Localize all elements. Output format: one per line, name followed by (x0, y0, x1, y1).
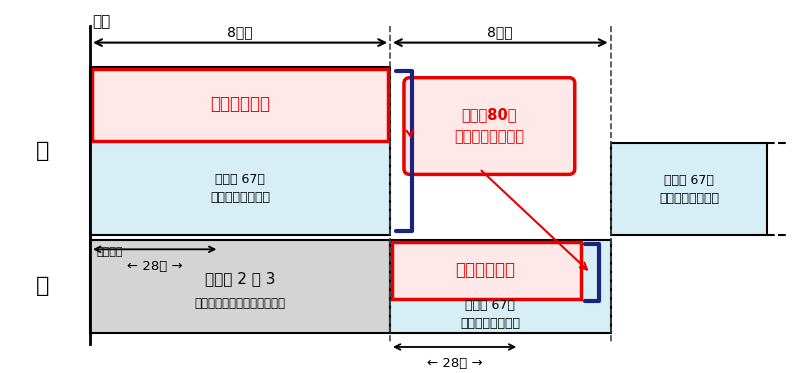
Bar (392, 242, 581, 299)
Text: 賃金の 67％
【育児休業給付】: 賃金の 67％ 【育児休業給付】 (659, 173, 719, 205)
Text: 賃金の 67％
【育児休業給付】: 賃金の 67％ 【育児休業給付】 (460, 299, 520, 330)
Text: ← 28日 →: ← 28日 → (127, 260, 182, 273)
Text: 賃金の 67％
【育児休業給付】: 賃金の 67％ 【育児休業給付】 (210, 173, 270, 204)
Text: ← 28日 →: ← 28日 → (427, 357, 482, 370)
Text: 父: 父 (36, 141, 49, 161)
Text: 母: 母 (36, 276, 49, 296)
Bar (90, 240, 390, 333)
Bar (92, 69, 388, 141)
Bar (610, 143, 767, 235)
Text: 産後休業: 産後休業 (96, 247, 122, 257)
Bar (90, 67, 390, 235)
Text: 【出産手当金（健康保険）】: 【出産手当金（健康保険）】 (194, 297, 286, 310)
Text: 賃金の 2 ／ 3: 賃金の 2 ／ 3 (205, 271, 275, 286)
Bar (390, 240, 610, 333)
Text: 賃金の１３％: 賃金の１３％ (210, 95, 270, 113)
Text: 出産: 出産 (92, 14, 110, 29)
Text: 8週間: 8週間 (227, 25, 253, 39)
Text: 給付率80％
（手取り１０割）: 給付率80％ （手取り１０割） (454, 107, 524, 145)
Text: 賃金の１３％: 賃金の１３％ (455, 261, 515, 279)
Text: 8週間: 8週間 (487, 25, 513, 39)
FancyBboxPatch shape (404, 78, 574, 175)
